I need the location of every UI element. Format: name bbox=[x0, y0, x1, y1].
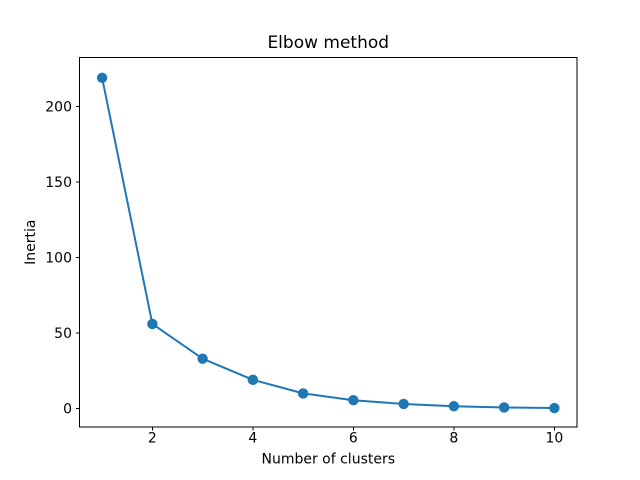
data-point bbox=[398, 398, 409, 410]
y-tick-label: 150 bbox=[45, 175, 72, 191]
data-point bbox=[147, 318, 158, 330]
y-tick-label: 50 bbox=[54, 326, 72, 342]
plot-border bbox=[79, 57, 578, 428]
data-point bbox=[498, 402, 510, 413]
data-point bbox=[297, 388, 309, 399]
data-point bbox=[247, 374, 259, 386]
data-line bbox=[101, 76, 556, 410]
y-tick-label: 0 bbox=[63, 402, 72, 418]
y-tick-label: 200 bbox=[45, 99, 72, 115]
x-tick-label: 10 bbox=[545, 431, 563, 447]
y-axis-label: Inertia bbox=[23, 220, 39, 265]
x-tick-label: 6 bbox=[349, 431, 358, 447]
data-point bbox=[348, 395, 359, 406]
data-point bbox=[549, 402, 560, 414]
chart-title: Elbow method bbox=[267, 33, 389, 53]
y-tick-label: 100 bbox=[45, 251, 72, 267]
data-point bbox=[197, 353, 208, 364]
data-point bbox=[96, 72, 108, 84]
x-axis-label: Number of clusters bbox=[261, 452, 395, 468]
x-tick-label: 8 bbox=[449, 431, 458, 447]
data-point bbox=[448, 401, 460, 412]
x-tick-label: 4 bbox=[248, 431, 257, 447]
x-tick-label: 2 bbox=[148, 431, 157, 447]
